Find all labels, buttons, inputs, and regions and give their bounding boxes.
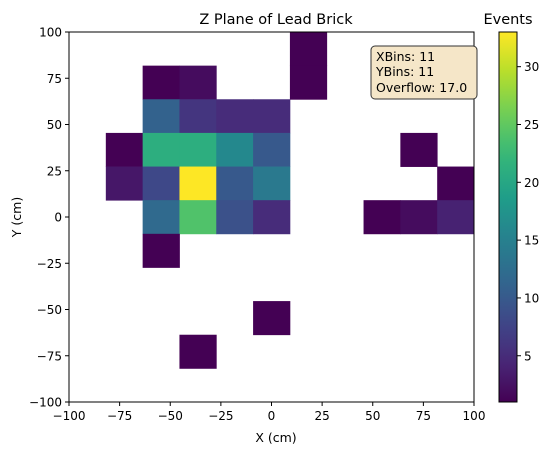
heatmap-cell [364, 200, 401, 234]
y-tick-label: 75 [47, 72, 62, 86]
heatmap-cell [253, 167, 290, 201]
x-tick-label: −50 [158, 409, 183, 423]
colorbar-tick-label: 20 [524, 176, 539, 190]
x-tick-label: 0 [268, 409, 276, 423]
y-tick-label: 100 [39, 26, 62, 40]
heatmap-cell [437, 200, 474, 234]
heatmap-cell [253, 200, 290, 234]
y-tick-label: 0 [54, 211, 62, 225]
colorbar-tick-label: 15 [524, 234, 539, 248]
heatmap-cell [106, 133, 143, 167]
heatmap-cell [179, 133, 216, 167]
x-tick-label: 25 [314, 409, 329, 423]
y-tick-label: −100 [29, 396, 62, 410]
heatmap-cell [143, 66, 180, 100]
heatmap-cell [290, 32, 327, 66]
y-tick-label: −50 [37, 303, 62, 317]
heatmap-cell [216, 200, 253, 234]
x-tick-label: 50 [365, 409, 380, 423]
heatmap-cell [179, 335, 216, 369]
x-tick-label: −75 [107, 409, 132, 423]
x-tick-label: 75 [416, 409, 431, 423]
heatmap-cell [400, 133, 437, 167]
heatmap-cell [253, 133, 290, 167]
x-tick-label: 100 [463, 409, 486, 423]
y-tick-label: 50 [47, 118, 62, 132]
heatmap-cell [179, 99, 216, 133]
y-axis-label: Y (cm) [9, 197, 24, 238]
heatmap-cell [400, 200, 437, 234]
heatmap-cell [143, 133, 180, 167]
colorbar-tick-label: 25 [524, 118, 539, 132]
heatmap-cell [143, 234, 180, 268]
annotation-line-overflow: Overflow: 17.0 [376, 80, 467, 95]
heatmap-cell [437, 167, 474, 201]
colorbar-tick-label: 30 [524, 60, 539, 74]
heatmap-cell [179, 167, 216, 201]
x-tick-label: −25 [208, 409, 233, 423]
heatmap-cell [216, 133, 253, 167]
colorbar-ticks: 5 10 15 20 25 30 [517, 60, 539, 363]
y-tick-label: −75 [37, 349, 62, 363]
heatmap-cell [143, 167, 180, 201]
annotation-line-ybins: YBins: 11 [375, 64, 434, 79]
heatmap-cell [216, 167, 253, 201]
heatmap-cell [290, 66, 327, 100]
annotation-line-xbins: XBins: 11 [376, 49, 435, 64]
y-axis-ticks: −100 −75 −50 −25 0 25 50 75 100 [29, 26, 69, 410]
stats-annotation: XBins: 11 YBins: 11 Overflow: 17.0 [371, 46, 477, 99]
x-axis-label: X (cm) [255, 430, 296, 445]
colorbar-label: Events [483, 12, 532, 28]
heatmap-cell [143, 200, 180, 234]
colorbar [499, 32, 517, 402]
x-axis-ticks: −100 −75 −50 −25 0 25 50 75 100 [53, 402, 486, 423]
y-tick-label: −25 [37, 257, 62, 271]
heatmap-cell [216, 99, 253, 133]
heatmap-cell [179, 200, 216, 234]
heatmap-cell [253, 99, 290, 133]
heatmap-cell [106, 167, 143, 201]
heatmap-cell [179, 66, 216, 100]
colorbar-tick-label: 5 [524, 349, 532, 363]
y-tick-label: 25 [47, 164, 62, 178]
heatmap-cell [143, 99, 180, 133]
x-tick-label: −100 [53, 409, 86, 423]
chart-title: Z Plane of Lead Brick [199, 12, 353, 28]
colorbar-tick-label: 10 [524, 291, 539, 305]
heatmap-cell [253, 301, 290, 335]
